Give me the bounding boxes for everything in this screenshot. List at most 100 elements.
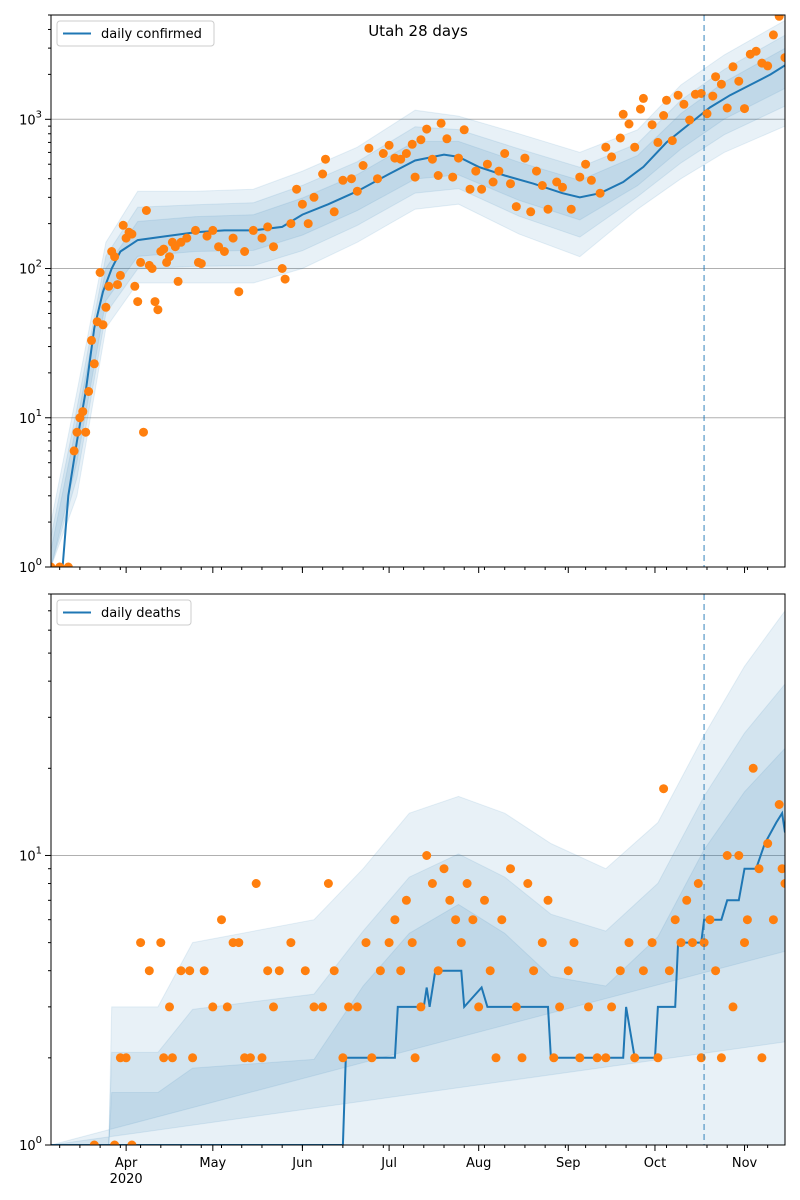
y-tick-label-exponent: 2 — [36, 259, 42, 270]
legend-label: daily confirmed — [101, 27, 202, 42]
data-point — [716, 79, 726, 89]
uncertainty-band — [51, 19, 785, 567]
data-point — [318, 169, 328, 179]
data-point — [263, 966, 273, 976]
data-point — [176, 966, 186, 976]
data-point — [474, 1002, 484, 1012]
data-point — [763, 839, 773, 848]
data-point — [248, 225, 258, 235]
data-point — [601, 1053, 611, 1063]
data-point — [55, 562, 65, 567]
data-point — [523, 879, 533, 888]
data-point — [202, 231, 212, 241]
x-year-label: 2020 — [110, 1172, 143, 1187]
data-point — [361, 938, 371, 948]
data-point — [173, 276, 183, 286]
data-point — [347, 174, 356, 184]
data-point — [451, 915, 461, 925]
data-point — [89, 359, 99, 369]
data-point — [147, 264, 157, 273]
data-point — [688, 938, 697, 948]
data-point — [768, 915, 778, 925]
legend-box — [56, 599, 192, 626]
y-tick-label-base: 10 — [19, 412, 36, 427]
y-tick-label: 101 — [19, 845, 42, 864]
data-point — [222, 1002, 232, 1012]
data-point — [601, 142, 611, 152]
data-point — [511, 202, 521, 212]
data-point — [436, 118, 446, 128]
y-tick-label-base: 10 — [19, 1139, 36, 1154]
data-point — [563, 966, 573, 976]
axes-frame — [50, 593, 786, 1146]
data-point — [607, 152, 617, 162]
data-point — [532, 166, 541, 176]
x-tick-label: Apr — [115, 1156, 138, 1171]
data-point — [517, 1053, 527, 1063]
data-point — [624, 119, 634, 129]
data-point — [219, 247, 229, 256]
data-point — [245, 1053, 255, 1063]
data-point — [433, 966, 443, 976]
data-point — [780, 53, 785, 63]
data-point — [318, 1002, 328, 1012]
data-point — [228, 233, 238, 243]
data-point — [407, 139, 417, 149]
data-point — [329, 207, 339, 217]
data-point — [269, 242, 278, 252]
x-tick-label: Oct — [644, 1156, 666, 1171]
data-point — [740, 104, 749, 114]
data-point — [734, 851, 744, 860]
data-point — [300, 966, 310, 976]
data-point — [196, 259, 206, 269]
y-tick-label: 100 — [19, 1135, 42, 1154]
data-point — [384, 140, 394, 150]
x-tick-label: Jun — [291, 1156, 312, 1171]
data-point — [422, 124, 432, 134]
data-point — [269, 1002, 278, 1012]
x-tick-label: May — [199, 1156, 226, 1171]
data-point — [159, 244, 169, 254]
data-point — [676, 938, 686, 948]
data-point — [442, 134, 452, 144]
y-tick-label-base: 10 — [19, 561, 36, 576]
data-point — [352, 186, 362, 196]
data-point — [543, 895, 553, 905]
data-point — [615, 133, 625, 143]
series-line — [51, 64, 785, 567]
data-point — [586, 175, 596, 185]
data-point — [537, 938, 547, 948]
data-point — [742, 915, 752, 925]
data-point — [159, 1053, 169, 1063]
y-tick-label-exponent: 0 — [36, 1135, 42, 1146]
data-point — [153, 305, 163, 315]
data-point — [234, 287, 244, 297]
data-point — [592, 1053, 602, 1063]
data-point — [774, 800, 784, 809]
data-point — [670, 915, 680, 925]
uncertainty-band — [51, 683, 785, 1145]
data-point — [711, 966, 721, 976]
data-point — [165, 252, 174, 262]
data-point — [367, 1053, 377, 1063]
data-point — [263, 222, 273, 232]
data-point — [352, 1002, 362, 1012]
data-point — [728, 1002, 738, 1012]
data-point — [575, 172, 585, 182]
uncertainty-band — [51, 747, 785, 1145]
data-point — [101, 302, 111, 312]
x-tick-label: Aug — [466, 1156, 491, 1171]
data-point — [763, 61, 773, 71]
y-tick-label: 101 — [19, 408, 42, 427]
data-point — [344, 1002, 354, 1012]
data-point — [286, 219, 296, 229]
data-point — [384, 938, 394, 948]
data-point — [618, 109, 628, 119]
data-point — [465, 184, 475, 194]
uncertainty-band — [51, 609, 785, 1145]
data-point — [740, 938, 749, 948]
data-point — [653, 1053, 663, 1063]
data-point — [303, 219, 313, 229]
